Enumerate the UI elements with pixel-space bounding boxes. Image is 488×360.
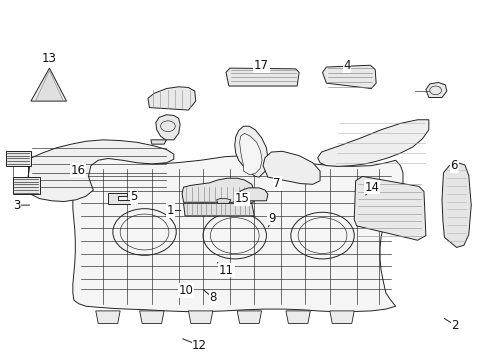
Polygon shape xyxy=(156,115,180,140)
Text: 2: 2 xyxy=(450,319,458,332)
Polygon shape xyxy=(329,311,353,323)
Polygon shape xyxy=(225,68,299,86)
Text: 4: 4 xyxy=(343,59,350,72)
Polygon shape xyxy=(31,68,66,101)
Polygon shape xyxy=(108,193,130,204)
Polygon shape xyxy=(216,199,230,203)
Text: 5: 5 xyxy=(130,190,137,203)
Polygon shape xyxy=(322,65,375,89)
Polygon shape xyxy=(353,176,425,240)
Polygon shape xyxy=(183,203,254,216)
Text: 9: 9 xyxy=(267,212,275,225)
Text: 3: 3 xyxy=(13,199,20,212)
Text: 17: 17 xyxy=(254,59,268,72)
Text: 11: 11 xyxy=(219,264,233,277)
Text: 10: 10 xyxy=(178,284,193,297)
Polygon shape xyxy=(36,71,63,100)
Polygon shape xyxy=(96,311,120,323)
Polygon shape xyxy=(13,177,40,194)
Text: 1: 1 xyxy=(166,204,174,217)
Text: 6: 6 xyxy=(449,159,457,172)
Text: 8: 8 xyxy=(209,291,216,304)
Text: 14: 14 xyxy=(364,181,379,194)
Polygon shape xyxy=(317,120,428,166)
Polygon shape xyxy=(237,311,261,323)
Polygon shape xyxy=(188,311,212,323)
Polygon shape xyxy=(441,163,470,247)
Polygon shape xyxy=(148,87,195,110)
Polygon shape xyxy=(27,140,173,202)
Polygon shape xyxy=(73,155,402,312)
Polygon shape xyxy=(5,151,31,166)
Text: 12: 12 xyxy=(192,339,207,352)
Polygon shape xyxy=(238,188,267,201)
Text: 16: 16 xyxy=(70,164,85,177)
Text: 7: 7 xyxy=(273,177,280,190)
Polygon shape xyxy=(151,140,166,144)
Polygon shape xyxy=(263,151,320,184)
Polygon shape xyxy=(425,82,446,98)
Polygon shape xyxy=(285,311,310,323)
Polygon shape xyxy=(182,178,254,202)
Text: 15: 15 xyxy=(234,192,249,205)
Text: 13: 13 xyxy=(42,52,57,65)
Polygon shape xyxy=(234,126,267,177)
Polygon shape xyxy=(140,311,163,323)
Polygon shape xyxy=(239,134,262,175)
